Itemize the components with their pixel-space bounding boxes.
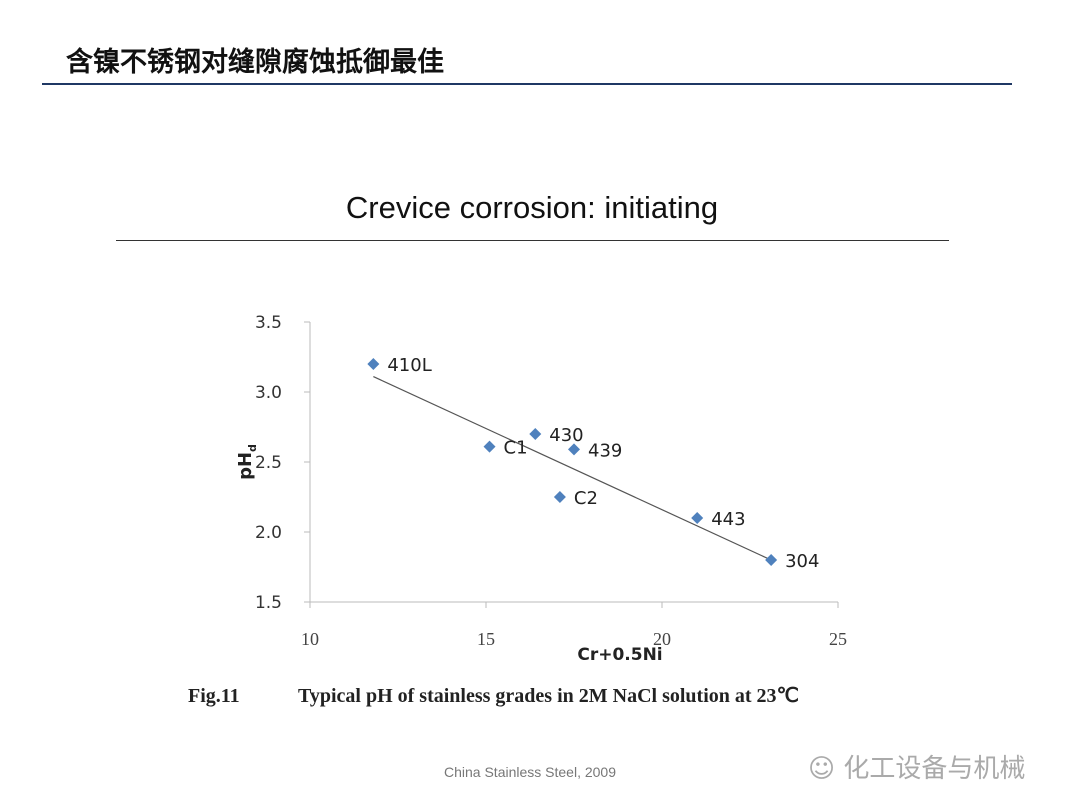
y-tick-label: 1.5	[255, 593, 282, 613]
x-axis-label: Cr+0.5Ni	[577, 645, 662, 665]
x-tick-label: 20	[653, 629, 671, 649]
x-tick-label: 10	[301, 629, 319, 649]
y-axis-label: pHd	[235, 444, 259, 480]
data-point-marker	[691, 512, 704, 524]
watermark-text: 化工设备与机械	[843, 754, 1026, 784]
data-point-marker	[529, 428, 542, 440]
x-tick-label: 25	[829, 629, 847, 649]
y-tick-label: 2.5	[255, 453, 282, 473]
data-point-marker	[553, 491, 566, 503]
slide-title: 含镍不锈钢对缝隙腐蚀抵御最佳	[66, 47, 444, 78]
figure-number: Fig.11	[188, 685, 240, 707]
axes	[304, 321, 839, 608]
data-point-label: 443	[711, 509, 745, 530]
data-point-marker	[367, 358, 380, 370]
y-axis-label-main: pH	[235, 452, 256, 480]
data-point-label: C1	[504, 438, 528, 459]
caption-text: Typical pH of stainless grades in 2M NaC…	[298, 685, 800, 707]
data-point-marker	[765, 554, 778, 566]
figure-caption: Fig.11 Typical pH of stainless grades in …	[188, 683, 799, 708]
source-note: China Stainless Steel, 2009	[444, 764, 616, 780]
tick-labels: 1.5 2.0 2.5 3.0 3.5 10 15 20 25	[255, 313, 847, 649]
data-point-label: 304	[785, 551, 819, 572]
trendline	[373, 376, 772, 561]
x-tick-label: 15	[477, 629, 495, 649]
wechat-icon: ☺	[808, 754, 844, 784]
data-point-label: 439	[588, 440, 622, 461]
title-divider	[42, 83, 1012, 85]
data-point-label: 410L	[387, 355, 431, 376]
watermark: ☺ 化工设备与机械	[808, 748, 1025, 785]
y-tick-label: 3.5	[255, 313, 282, 333]
y-tick-label: 2.0	[255, 523, 282, 543]
data-point-label: 430	[549, 425, 583, 446]
y-axis-label-sub: d	[246, 444, 259, 452]
data-point-label: C2	[574, 488, 598, 509]
data-point-marker	[483, 440, 496, 453]
y-tick-label: 3.0	[255, 383, 282, 403]
data-point-marker	[568, 443, 580, 456]
chart-title-divider	[116, 240, 949, 241]
chart-title: Crevice corrosion: initiating	[345, 190, 719, 225]
